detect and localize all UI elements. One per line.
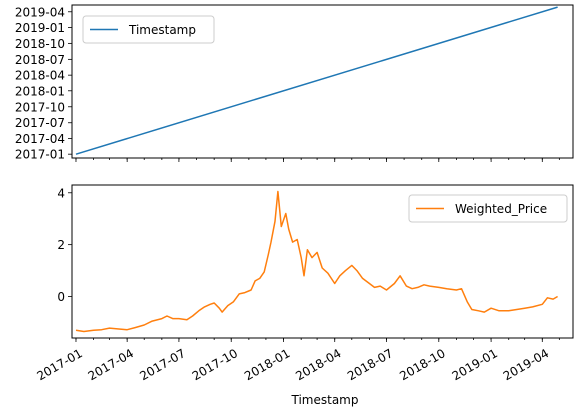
bottom-y-ticks: 0 2 4	[57, 186, 72, 304]
y-tick-label: 2018-10	[15, 37, 65, 51]
bottom-series	[75, 190, 558, 333]
y-tick-label: 2017-04	[15, 132, 65, 146]
y-tick-label: 2018-07	[15, 53, 65, 67]
y-tick-label: 0	[57, 290, 65, 304]
bottom-axes-frame	[71, 184, 574, 339]
series-line-weighted-price	[75, 190, 558, 333]
top-axes-frame	[71, 4, 574, 159]
y-tick-label: 2017-10	[15, 100, 65, 114]
y-tick-label: 4	[57, 186, 65, 200]
top-legend-label: Timestamp	[128, 23, 196, 37]
y-tick-label: 2017-07	[15, 116, 65, 130]
y-tick-label: 2	[57, 238, 65, 252]
bottom-x-axis-label: Timestamp	[291, 393, 359, 407]
y-tick-label: 2019-01	[15, 21, 65, 35]
top-legend: Timestamp	[82, 15, 215, 44]
top-series	[75, 6, 558, 155]
y-tick-label: 2018-01	[15, 84, 65, 98]
bottom-legend-box	[408, 194, 568, 223]
y-tick-label: 2018-04	[15, 69, 65, 83]
bottom-legend-label: Weighted_Price	[455, 202, 547, 216]
series-line-timestamp	[75, 6, 558, 155]
top-y-ticks: 2017-012017-042017-072017-102018-012018-…	[15, 5, 72, 162]
y-tick-label: 2019-04	[15, 5, 65, 19]
top-legend-box	[82, 15, 215, 44]
bottom-legend: Weighted_Price	[408, 194, 568, 223]
y-tick-label: 2017-01	[15, 148, 65, 162]
top-panel: 2017-012017-042017-072017-102018-012018-…	[15, 4, 574, 162]
